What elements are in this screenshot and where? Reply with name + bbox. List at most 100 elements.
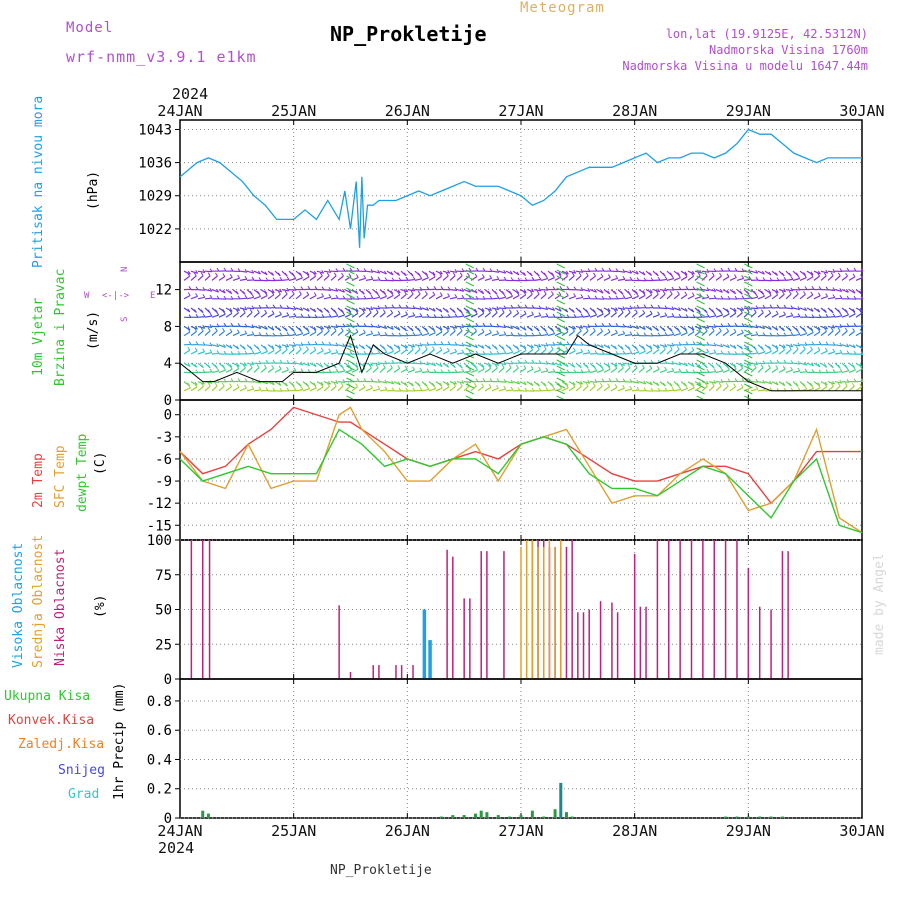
wind-barb-flag — [279, 387, 283, 392]
wind-barb-flag — [550, 383, 554, 387]
wind-barb-flag — [509, 270, 513, 275]
wind-barb — [281, 307, 290, 310]
wind-barb — [295, 293, 302, 300]
wind-barb-flag — [459, 327, 463, 332]
wind-barb-flag — [860, 378, 864, 382]
wind-barb-flag — [258, 349, 262, 353]
wind-barb-flag — [397, 381, 401, 385]
wind-barb-flag — [503, 293, 507, 298]
wind-barb-flag — [440, 286, 444, 290]
wind-barb — [540, 370, 548, 373]
wind-barb — [666, 348, 673, 355]
temperature-ytick-label: -9 — [155, 474, 172, 490]
wind-barb-flag — [671, 367, 675, 372]
wind-barb-flag — [384, 360, 388, 365]
wind-barb-flag — [391, 332, 395, 337]
wind-barb-flag — [720, 295, 724, 300]
wind-barb — [561, 331, 569, 337]
wind-barb-flag — [594, 367, 598, 372]
wind-barb-flag — [755, 331, 759, 335]
wind-barb-flag — [439, 384, 443, 389]
wind-barb — [708, 297, 717, 300]
wind-barb-flag — [733, 345, 737, 349]
wind-barb-flag — [720, 343, 724, 347]
wind-barb-flag — [782, 365, 786, 370]
wind-barb-flag — [698, 327, 701, 332]
wind-barb-flag — [244, 268, 248, 273]
wind-barb-flag — [258, 360, 262, 365]
wind-gust-mark — [696, 287, 705, 293]
wind-barb-flag — [195, 369, 199, 374]
wind-barb-flag — [558, 291, 562, 296]
low-cloud-bar — [463, 598, 465, 679]
wind-barb-flag — [265, 304, 269, 309]
wind-barb-flag — [187, 326, 191, 331]
wind-barb-flag — [516, 326, 520, 330]
wind-barb-flag — [488, 329, 492, 334]
precip-ytick-label: 0.8 — [147, 694, 172, 710]
wind-barb-flag — [355, 310, 359, 314]
wind-barb-flag — [697, 309, 701, 313]
wind-barb-flag — [713, 312, 717, 317]
wind-barb-flag — [363, 268, 367, 272]
wind-barb-flag — [327, 383, 330, 387]
wind-barb-flag — [277, 291, 281, 295]
wind-barb — [722, 369, 730, 373]
wind-barb-flag — [426, 361, 430, 366]
wind-barb — [393, 289, 401, 294]
wind-barb-flag — [237, 350, 241, 355]
wind-barb-flag — [195, 314, 199, 318]
wind-barb — [274, 368, 282, 373]
wind-barb-flag — [412, 387, 416, 392]
wind-barb-flag — [824, 347, 828, 352]
wind-barb — [533, 348, 540, 355]
wind-barb — [449, 275, 456, 281]
bottom-day-label: 26JAN — [385, 822, 430, 840]
wind-barb-flag — [783, 276, 787, 281]
wind-barb-flag — [432, 307, 436, 312]
wind-barb — [323, 270, 332, 273]
wind-barb — [456, 325, 465, 328]
wind-barb-flag — [839, 379, 843, 384]
wind-barb — [792, 344, 801, 347]
wind-barb-flag — [783, 311, 786, 315]
wind-barb-flag — [397, 310, 401, 315]
wind-barb — [400, 314, 408, 318]
wind-barb-flag — [802, 383, 806, 387]
wind-barb-flag — [475, 350, 479, 355]
wind-barb-flag — [558, 273, 562, 278]
wind-barb-flag — [860, 267, 864, 272]
precip-ytick-label: 0.6 — [147, 723, 172, 739]
wind-barb — [456, 385, 463, 392]
wind-barb-flag — [236, 345, 240, 350]
wind-barb — [848, 276, 856, 281]
wind-gust-mark — [346, 263, 355, 269]
wind-barb — [666, 293, 673, 300]
wind-barb-flag — [523, 272, 526, 276]
compass-south: S — [120, 317, 130, 322]
wind-barb-flag — [284, 272, 288, 277]
wind-barb — [505, 295, 513, 300]
wind-barb-flag — [333, 309, 337, 314]
wind-barb-flag — [733, 274, 737, 278]
wind-barb-flag — [746, 346, 750, 350]
wind-barb — [827, 381, 835, 385]
precip-legend-hail: Grad — [68, 787, 99, 802]
precip-legend-conv: Konvek.Kisa — [8, 713, 94, 728]
wind-barb-flag — [706, 380, 709, 385]
wind-barb-flag — [739, 290, 743, 295]
wind-barb — [337, 352, 346, 355]
pressure-line — [179, 128, 862, 248]
wind-barb-flag — [237, 295, 241, 300]
wind-barb — [771, 349, 779, 355]
wind-barb-flag — [810, 329, 814, 333]
wind-barb — [617, 307, 625, 311]
wind-barb — [533, 369, 541, 373]
wind-barb-flag — [684, 346, 687, 350]
wind-barb — [211, 289, 219, 293]
wind-barb-flag — [572, 383, 576, 388]
wind-barb — [512, 367, 519, 373]
wind-barb-flag — [342, 288, 345, 293]
wind-barb-flag — [244, 384, 247, 389]
wind-barb-flag — [852, 289, 856, 294]
